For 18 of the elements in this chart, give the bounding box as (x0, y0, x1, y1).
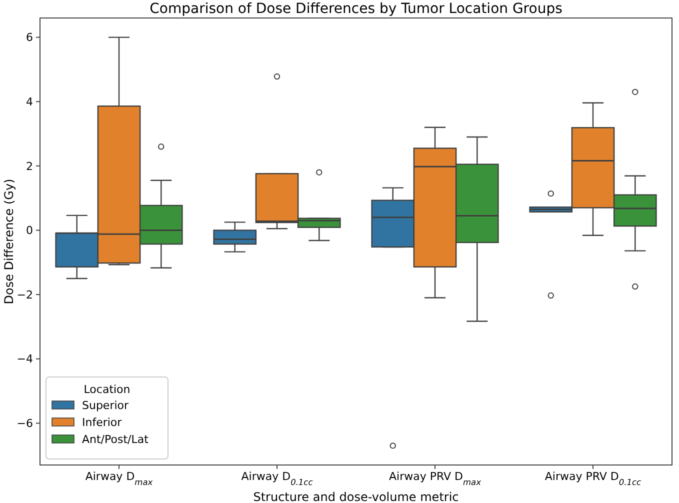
y-tick-label: 6 (26, 31, 33, 44)
x-tick-label: Airway D$_{max}$ (85, 470, 153, 487)
legend-title: Location (84, 383, 130, 396)
x-tick-label: Airway PRV D$_{max}$ (389, 470, 482, 487)
chart-title: Comparison of Dose Differences by Tumor Location Groups (150, 1, 562, 17)
legend-label: Ant/Post/Lat (82, 433, 150, 446)
y-tick-label: 0 (26, 224, 33, 238)
y-tick-label: 2 (26, 160, 33, 173)
x-axis-title: Structure and dose-volume metric (253, 490, 459, 503)
y-tick-label: 4 (26, 95, 33, 108)
y-tick-label: −4 (16, 352, 33, 366)
y-tick-label: −2 (16, 288, 33, 302)
legend-label: Superior (82, 399, 130, 412)
x-tick-label: Airway PRV D$_{0.1cc}$ (544, 470, 642, 487)
x-tick-label: Airway D$_{0.1cc}$ (241, 470, 314, 487)
y-tick-label: −6 (16, 417, 33, 430)
y-axis-title: Dose Difference (Gy) (2, 178, 16, 304)
legend-label: Inferior (82, 416, 122, 429)
